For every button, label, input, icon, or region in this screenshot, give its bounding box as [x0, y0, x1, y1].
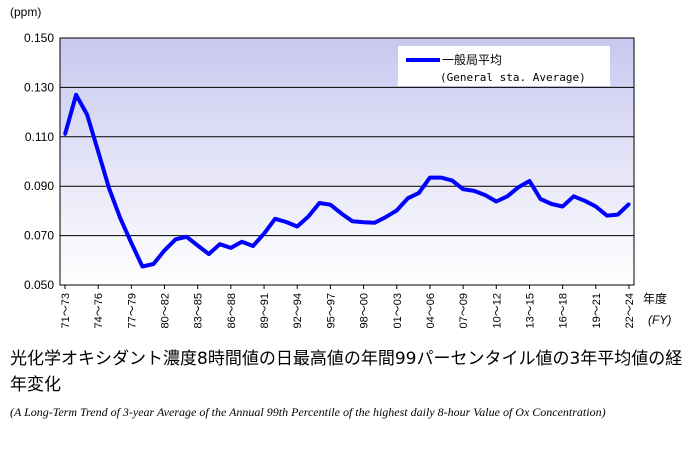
data-point: [140, 264, 144, 268]
x-tick-label: 83～85: [193, 293, 205, 328]
data-point: [472, 189, 476, 193]
x-tick-label: 77～79: [126, 293, 138, 328]
x-axis-unit-en: (FY): [648, 313, 671, 327]
x-tick-label: 01～03: [392, 293, 404, 328]
data-point: [516, 185, 520, 189]
data-point: [384, 215, 388, 219]
y-axis-unit: (ppm): [10, 5, 41, 19]
x-tick-label: 92～94: [292, 293, 304, 328]
data-point: [273, 217, 277, 221]
data-point: [306, 215, 310, 219]
data-point: [395, 208, 399, 212]
series-line: [63, 92, 631, 269]
data-point: [284, 220, 288, 224]
x-tick-label: 74～76: [93, 293, 105, 328]
x-tick-label: 89～91: [259, 293, 271, 328]
x-tick-label: 80～82: [160, 293, 172, 328]
x-tick-label: 10～12: [491, 293, 503, 328]
legend-box: [398, 46, 610, 86]
x-tick-label: 19～21: [591, 293, 603, 328]
data-point: [85, 113, 89, 117]
x-tick-label: 86～88: [226, 293, 238, 328]
y-tick-label: 0.070: [24, 229, 54, 243]
y-tick-label: 0.110: [25, 130, 54, 144]
legend-series-name: 一般局平均: [442, 52, 502, 67]
data-point: [328, 203, 332, 207]
data-point: [185, 235, 189, 239]
data-point: [572, 194, 576, 198]
data-point: [583, 199, 587, 203]
chart-title: 光化学オキシダント濃度8時間値の日最高値の年間99パーセンタイル値の3年平均値の…: [10, 349, 683, 395]
data-point: [196, 243, 200, 247]
data-point: [151, 262, 155, 266]
x-tick-label: 04～06: [425, 293, 437, 328]
gridlines: [60, 37, 634, 286]
data-point: [63, 132, 67, 136]
x-axis-unit: 年度: [643, 291, 667, 306]
data-point: [428, 176, 432, 180]
data-point: [295, 224, 299, 228]
legend-series-name-en: (General sta. Average): [440, 71, 586, 84]
data-point: [351, 219, 355, 223]
data-point: [174, 237, 178, 241]
data-point: [594, 204, 598, 208]
x-tick-label: 16～18: [558, 293, 570, 328]
data-point: [129, 241, 133, 245]
data-point: [229, 246, 233, 250]
data-point: [605, 214, 609, 218]
data-point: [550, 202, 554, 206]
legend: 一般局平均 (General sta. Average): [398, 46, 610, 86]
y-tick-label: 0.090: [24, 179, 54, 193]
data-point: [527, 179, 531, 183]
y-axis-ticks: 0.050 0.070 0.090 0.110 0.130 0.150: [24, 31, 54, 292]
x-axis-ticks: 71～73 74～76 77～79 80～82 83～85 86～88 89～91 92～94…: [60, 285, 636, 328]
chart: 0.050 0.070 0.090 0.110 0.130 0.150 71～73 74～7…: [10, 5, 671, 328]
data-point: [74, 93, 78, 97]
data-point: [96, 150, 100, 154]
data-point: [240, 240, 244, 244]
data-point: [362, 220, 366, 224]
data-point: [373, 221, 377, 225]
data-point: [627, 202, 631, 206]
data-point: [505, 194, 509, 198]
x-tick-label: 71～73: [60, 293, 72, 328]
data-point: [439, 176, 443, 180]
data-point: [251, 244, 255, 248]
y-tick-label: 0.150: [24, 31, 54, 45]
x-tick-label: 98～00: [359, 293, 371, 328]
data-point: [262, 232, 266, 236]
x-tick-label: 22～24: [624, 293, 636, 328]
x-tick-label: 07～09: [458, 293, 470, 328]
y-tick-label: 0.130: [24, 80, 54, 94]
data-point: [207, 252, 211, 256]
data-point: [494, 200, 498, 204]
data-point: [317, 201, 321, 205]
data-point: [461, 187, 465, 191]
data-point: [561, 204, 565, 208]
data-point: [417, 191, 421, 195]
data-point: [406, 196, 410, 200]
series-layer: [63, 92, 631, 269]
data-point: [483, 193, 487, 197]
data-point: [118, 216, 122, 220]
data-point: [450, 179, 454, 183]
data-point: [163, 248, 167, 252]
data-point: [218, 242, 222, 246]
data-point: [339, 212, 343, 216]
data-point: [616, 213, 620, 217]
x-tick-label: 95～97: [325, 293, 337, 328]
data-point: [539, 197, 543, 201]
y-tick-label: 0.050: [24, 278, 54, 292]
chart-subtitle: (A Long-Term Trend of 3-year Average of …: [10, 405, 606, 419]
data-point: [107, 187, 111, 191]
x-tick-label: 13～15: [524, 293, 536, 328]
